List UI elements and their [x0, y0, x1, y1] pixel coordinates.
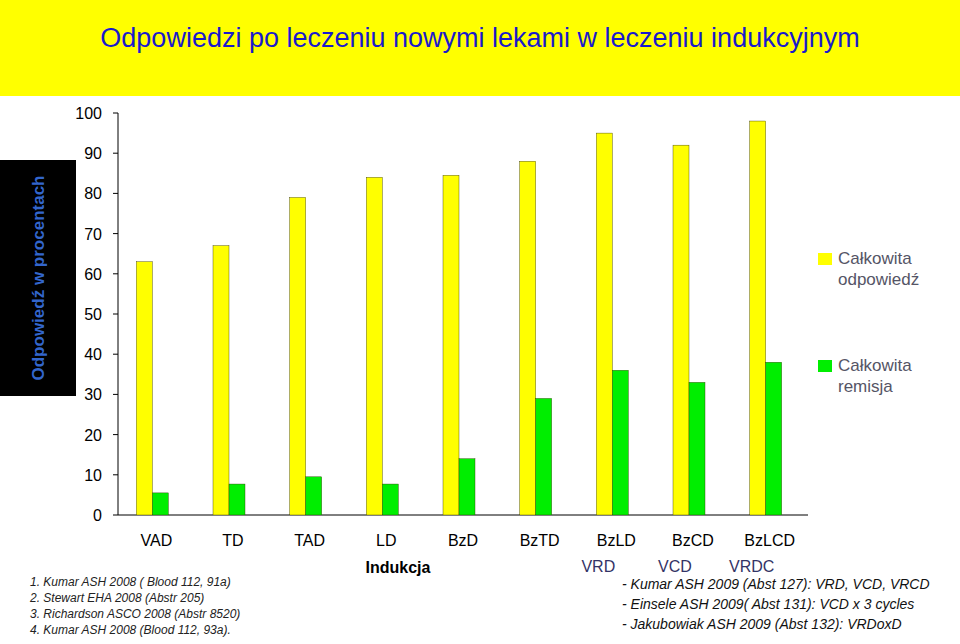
bar: [366, 177, 382, 515]
bars: [136, 121, 781, 515]
bar: [536, 398, 552, 515]
reference: 1. Kumar ASH 2008 ( Blood 112, 91a): [30, 575, 231, 589]
bar: [443, 175, 459, 515]
bar: [596, 133, 612, 515]
y-axis-label: Odpowiedź w procentach: [29, 176, 48, 381]
y-tick-label: 60: [84, 266, 102, 283]
bar: [459, 459, 475, 515]
y-tick-label: 0: [93, 507, 102, 524]
y-label-band: [0, 160, 76, 396]
x-tick-label: BzLCD: [744, 532, 795, 549]
bar: [229, 484, 245, 515]
x-tick-label: LD: [376, 532, 396, 549]
y-tick-label: 20: [84, 427, 102, 444]
legend-label: Całkowita remisja: [838, 356, 912, 396]
y-tick: [113, 233, 118, 234]
y-tick-label: 50: [84, 306, 102, 323]
x-tick-label: BzTD: [520, 532, 560, 549]
x-tick-label: BzCD: [672, 532, 714, 549]
y-tick: [113, 153, 118, 154]
y-tick-label: 90: [84, 145, 102, 162]
x-axis-label: Indukcja: [366, 559, 431, 576]
bar: [382, 484, 398, 515]
y-tick-label: 10: [84, 467, 102, 484]
y-tick: [113, 515, 118, 516]
x-tick-label: BzLD: [597, 532, 636, 549]
reference: - Kumar ASH 2009 (Abst 127): VRD, VCD, V…: [622, 576, 930, 592]
bar: [136, 262, 152, 515]
bar: [689, 382, 705, 515]
y-tick: [113, 193, 118, 194]
bar: [673, 145, 689, 515]
y-tick-label: 80: [84, 185, 102, 202]
bar: [766, 362, 782, 515]
legend-label-line: odpowiedź: [838, 270, 919, 289]
y-tick-label: 40: [84, 346, 102, 363]
reference: 3. Richardson ASCO 2008 (Abstr 8520): [30, 607, 240, 621]
bar: [612, 370, 628, 515]
y-tick: [113, 314, 118, 315]
legend-label: Całkowita odpowiedź: [838, 249, 919, 289]
y-tick: [113, 474, 118, 475]
x-tick-label: TAD: [294, 532, 325, 549]
title: Odpowiedzi po leczeniu nowymi lekami w l…: [100, 23, 859, 53]
x-sublabel: VRD: [581, 558, 615, 575]
legend-label-line: Całkowita: [838, 356, 912, 375]
reference: 4. Kumar ASH 2008 (Blood 112, 93a).: [30, 623, 231, 637]
y-tick-label: 100: [75, 105, 102, 122]
y-tick: [113, 354, 118, 355]
y-tick: [113, 394, 118, 395]
legend-label-line: remisja: [838, 377, 893, 396]
x-sublabel: VCD: [658, 558, 692, 575]
x-tick-label: TD: [222, 532, 243, 549]
y-tick: [113, 113, 118, 114]
x-tick-label: BzD: [448, 532, 478, 549]
legend-swatch: [818, 360, 832, 372]
reference: - Einsele ASH 2009( Abst 131): VCD x 3 c…: [622, 596, 914, 612]
legend-swatch: [818, 253, 832, 265]
bar: [306, 477, 322, 515]
bar: [213, 246, 229, 515]
y-tick: [113, 434, 118, 435]
y-tick-label: 70: [84, 226, 102, 243]
x-sublabel: VRDC: [729, 558, 774, 575]
reference: 2. Stewart EHA 2008 (Abstr 205): [29, 591, 204, 605]
bar: [520, 161, 536, 515]
reference: - Jakubowiak ASH 2009 (Abst 132): VRDoxD: [622, 616, 902, 632]
legend-label-line: Całkowita: [838, 249, 912, 268]
y-tick-label: 30: [84, 386, 102, 403]
chart: Odpowiedzi po leczeniu nowymi lekami w l…: [0, 0, 960, 644]
y-tick: [113, 273, 118, 274]
x-tick-label: VAD: [140, 532, 172, 549]
title-band: [0, 0, 960, 96]
bar: [750, 121, 766, 515]
bar: [152, 493, 168, 515]
bar: [290, 197, 306, 515]
